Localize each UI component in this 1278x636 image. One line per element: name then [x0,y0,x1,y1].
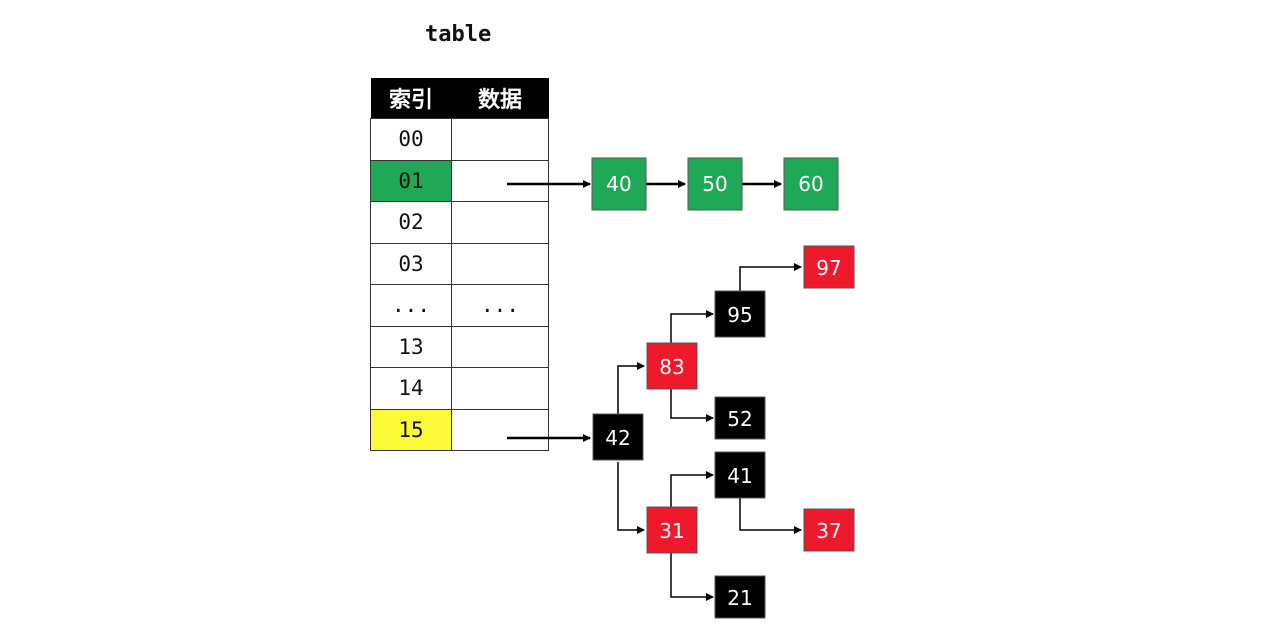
table-row: 14 [370,367,549,410]
edge-41-to-37 [739,498,802,534]
svg-text:83: 83 [659,355,684,379]
hash-table: 索引 数据 00 01 02 03 ... ... 13 14 15 [370,78,549,451]
table-row: 00 [370,118,549,161]
tree-node-42: 42 [592,413,644,461]
row-index: 03 [370,242,452,285]
edge-42-to-83 [617,362,645,414]
edge-42-to-31 [617,462,645,534]
table-title: table [425,22,492,47]
row-index-highlight-yellow: 15 [370,408,452,451]
svg-text:40: 40 [606,172,631,196]
edge-83-to-52 [670,389,714,422]
svg-text:60: 60 [798,172,823,196]
table-row: 02 [370,201,549,244]
row-index: 00 [370,118,452,161]
list-node-40: 40 [591,157,647,211]
list-node-50: 50 [687,157,743,211]
row-index: 13 [370,325,452,368]
edge-31-to-21 [670,553,714,601]
tree-node-95: 95 [714,290,766,338]
row-index: ... [370,284,452,327]
edge-95-to-97 [739,263,802,291]
tree-node-97: 97 [803,245,855,289]
svg-text:21: 21 [727,586,752,610]
svg-text:31: 31 [659,519,684,543]
svg-text:37: 37 [816,519,841,543]
svg-text:52: 52 [727,407,752,431]
edge-83-to-95 [670,310,714,343]
table-row: 15 [370,408,549,451]
svg-text:41: 41 [727,464,752,488]
table-row: 03 [370,242,549,285]
svg-text:42: 42 [605,426,630,450]
svg-text:95: 95 [727,303,752,327]
svg-text:97: 97 [816,256,841,280]
svg-text:50: 50 [702,172,727,196]
tree-node-52: 52 [714,396,766,440]
row-data [451,118,549,161]
row-data [451,408,549,451]
header-index: 索引 [370,78,452,119]
row-data: ... [451,284,549,327]
list-node-60: 60 [783,157,839,211]
tree-node-37: 37 [803,508,855,552]
table-row: ... ... [370,284,549,327]
tree-node-41: 41 [714,451,766,499]
table-header-row: 索引 数据 [370,78,549,119]
tree-node-21: 21 [714,575,766,619]
edge-31-to-41 [670,471,714,507]
row-index: 02 [370,201,452,244]
tree-node-31: 31 [646,506,698,554]
tree-node-83: 83 [646,342,698,390]
header-data: 数据 [451,78,549,119]
